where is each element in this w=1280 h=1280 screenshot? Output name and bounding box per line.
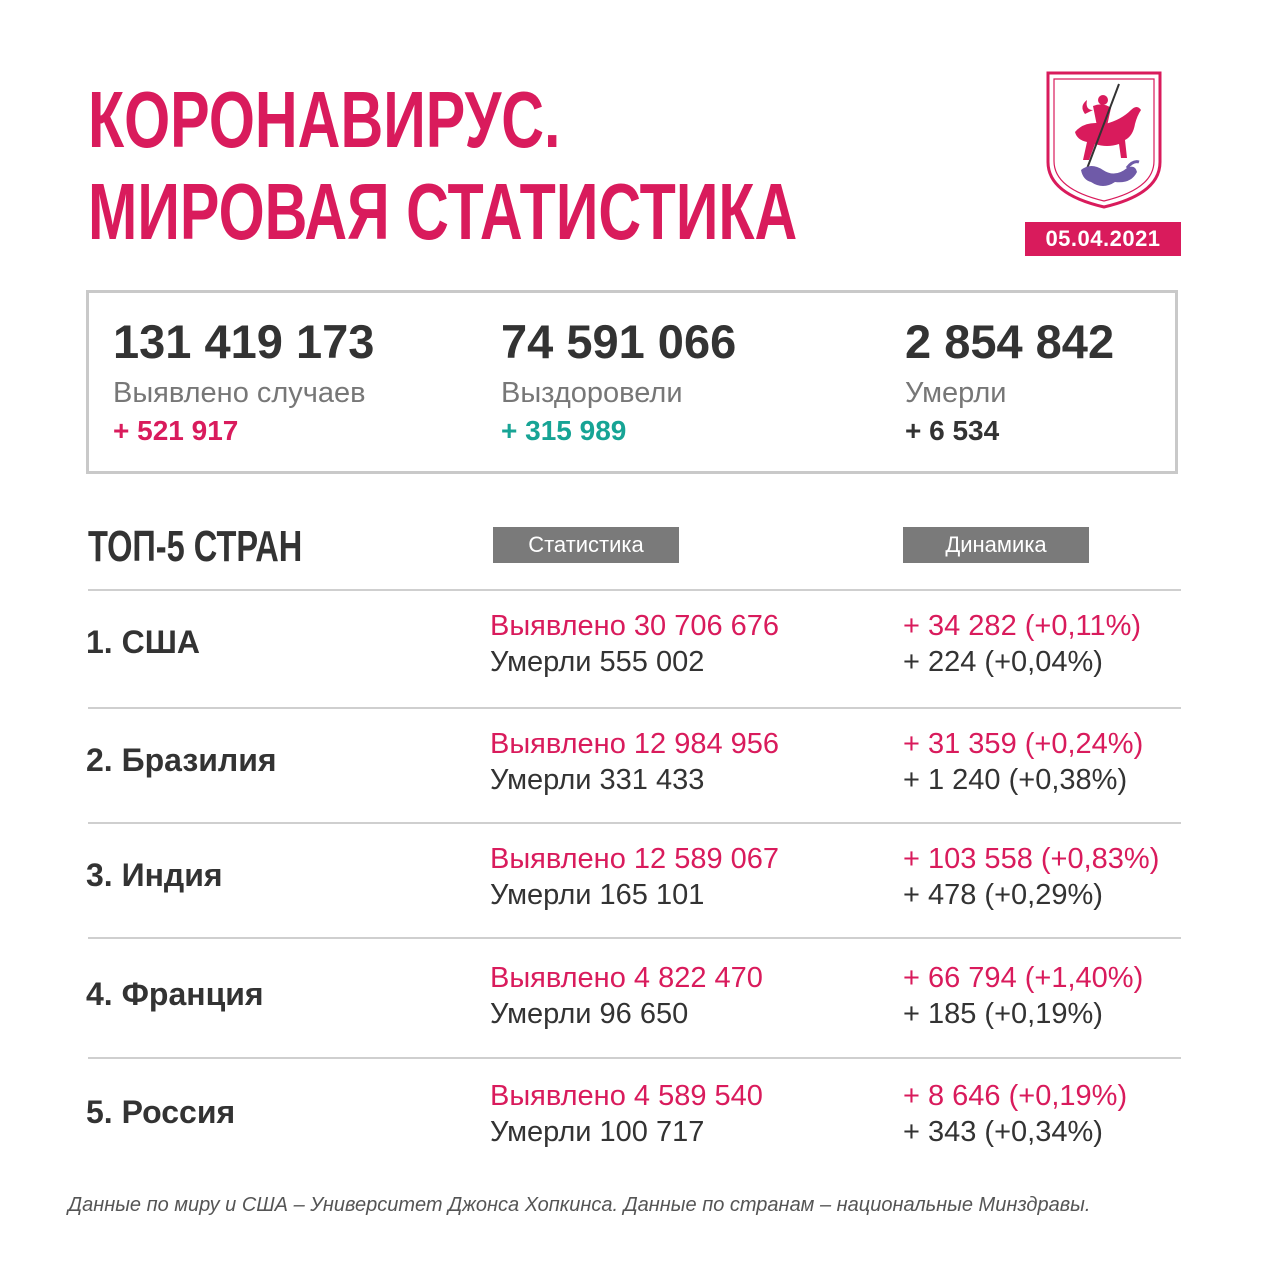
cases-label: Выявлено случаев	[113, 377, 366, 409]
deaths-label: Умерли	[905, 377, 1007, 409]
country-cases-delta: + 31 359 (+0,24%)	[903, 728, 1144, 760]
deaths-value: 2 854 842	[905, 315, 1115, 368]
divider	[88, 822, 1181, 824]
country-deaths-delta: + 224 (+0,04%)	[903, 646, 1103, 678]
country-dynamics: + 34 282 (+0,11%) + 224 (+0,04%)	[903, 608, 1141, 680]
country-stats: Выявлено 12 984 956 Умерли 331 433	[490, 726, 779, 798]
country-cases-delta: + 8 646 (+0,19%)	[903, 1080, 1128, 1112]
country-deaths-delta: + 185 (+0,19%)	[903, 998, 1103, 1030]
table-row: 1. США Выявлено 30 706 676 Умерли 555 00…	[0, 590, 1280, 706]
country-deaths-delta: + 478 (+0,29%)	[903, 879, 1103, 911]
stats-column-tag: Статистика	[493, 527, 679, 563]
country-cases: Выявлено 12 589 067	[490, 843, 780, 875]
country-name: 3. Индия	[86, 857, 223, 893]
country-stats: Выявлено 4 822 470 Умерли 96 650	[490, 960, 763, 1032]
country-dynamics: + 8 646 (+0,19%) + 343 (+0,34%)	[903, 1078, 1127, 1150]
country-dynamics: + 31 359 (+0,24%) + 1 240 (+0,38%)	[903, 726, 1143, 798]
recovered-stat: 74 591 066 Выздоровели + 315 989	[501, 313, 736, 449]
divider	[88, 937, 1181, 939]
page-title: КОРОНАВИРУС. МИРОВАЯ СТАТИСТИКА	[88, 74, 797, 258]
top5-title: ТОП-5 СТРАН	[88, 522, 303, 571]
country-cases-delta: + 66 794 (+1,40%)	[903, 962, 1144, 994]
country-stats: Выявлено 12 589 067 Умерли 165 101	[490, 841, 779, 913]
country-stats: Выявлено 4 589 540 Умерли 100 717	[490, 1078, 763, 1150]
source-footnote: Данные по миру и США – Университет Джонс…	[68, 1194, 1091, 1216]
table-row: 3. Индия Выявлено 12 589 067 Умерли 165 …	[0, 823, 1280, 939]
country-name: 1. США	[86, 624, 200, 660]
dynamics-column-tag: Динамика	[903, 527, 1089, 563]
country-deaths: Умерли 100 717	[490, 1116, 705, 1148]
table-row: 4. Франция Выявлено 4 822 470 Умерли 96 …	[0, 942, 1280, 1058]
divider	[88, 1057, 1181, 1059]
country-cases-delta: + 103 558 (+0,83%)	[903, 843, 1160, 875]
country-dynamics: + 66 794 (+1,40%) + 185 (+0,19%)	[903, 960, 1143, 1032]
world-summary-box: 131 419 173 Выявлено случаев + 521 917 7…	[86, 290, 1178, 474]
deaths-delta: + 6 534	[905, 415, 1000, 446]
country-cases: Выявлено 4 589 540	[490, 1080, 763, 1112]
country-deaths: Умерли 331 433	[490, 764, 705, 796]
divider	[88, 589, 1181, 591]
title-line-1: КОРОНАВИРУС.	[88, 75, 561, 164]
table-row: 5. Россия Выявлено 4 589 540 Умерли 100 …	[0, 1060, 1280, 1176]
country-cases: Выявлено 30 706 676	[490, 610, 780, 642]
recovered-label: Выздоровели	[501, 377, 683, 409]
cases-value: 131 419 173	[113, 315, 375, 368]
country-deaths: Умерли 555 002	[490, 646, 705, 678]
moscow-coat-of-arms-icon	[1045, 70, 1163, 210]
deaths-stat: 2 854 842 Умерли + 6 534	[905, 313, 1114, 449]
recovered-value: 74 591 066	[501, 315, 737, 368]
country-deaths: Умерли 96 650	[490, 998, 689, 1030]
cases-delta: + 521 917	[113, 415, 239, 446]
country-cases-delta: + 34 282 (+0,11%)	[903, 610, 1142, 642]
title-line-2: МИРОВАЯ СТАТИСТИКА	[88, 167, 798, 256]
country-cases: Выявлено 4 822 470	[490, 962, 763, 994]
country-cases: Выявлено 12 984 956	[490, 728, 780, 760]
country-stats: Выявлено 30 706 676 Умерли 555 002	[490, 608, 779, 680]
country-deaths-delta: + 1 240 (+0,38%)	[903, 764, 1128, 796]
country-dynamics: + 103 558 (+0,83%) + 478 (+0,29%)	[903, 841, 1159, 913]
table-row: 2. Бразилия Выявлено 12 984 956 Умерли 3…	[0, 708, 1280, 824]
recovered-delta: + 315 989	[501, 415, 627, 446]
country-name: 5. Россия	[86, 1094, 236, 1130]
country-deaths: Умерли 165 101	[490, 879, 705, 911]
cases-stat: 131 419 173 Выявлено случаев + 521 917	[113, 313, 374, 449]
country-deaths-delta: + 343 (+0,34%)	[903, 1116, 1103, 1148]
divider	[88, 707, 1181, 709]
date-badge: 05.04.2021	[1025, 222, 1181, 256]
country-name: 2. Бразилия	[86, 742, 277, 778]
country-name: 4. Франция	[86, 976, 264, 1012]
